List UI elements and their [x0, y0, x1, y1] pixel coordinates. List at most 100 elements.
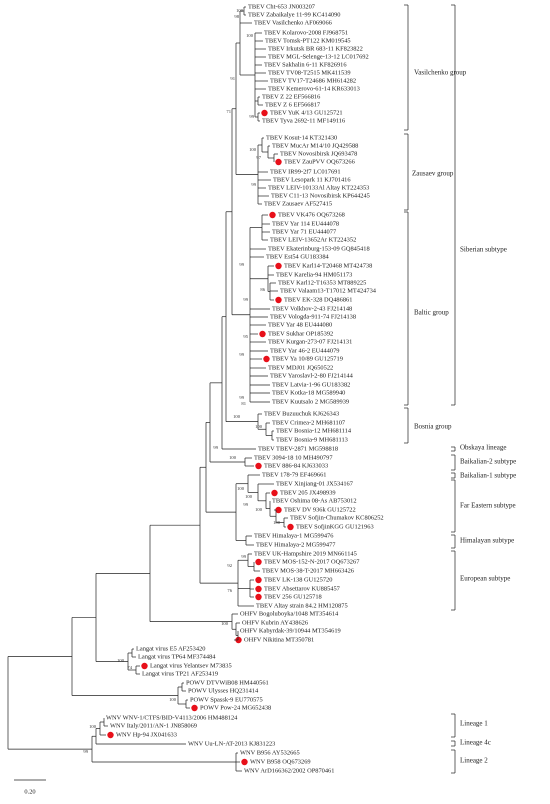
- group-label: Lineage 4c: [460, 739, 491, 747]
- group-label: Himalayan subtype: [460, 537, 514, 545]
- bootstrap-value: 99: [241, 554, 246, 559]
- leaf-label: TBEV Kolarovo-2008 FJ968751: [264, 29, 348, 36]
- marker-dot: [255, 593, 262, 601]
- leaf-label: TBEV YuK 4/13 GU125721: [270, 109, 343, 116]
- leaf-label: OHFV Nikitina MT350781: [244, 636, 314, 643]
- group-label: Bosnia group: [414, 423, 452, 431]
- marker-dot: [261, 109, 268, 117]
- leaf-label: TBEV Himalaya-1 MG599476: [254, 532, 333, 539]
- group-label: Baltic group: [414, 309, 449, 317]
- leaf-label: TBEV MOS-38-T-2017 MH663426: [262, 567, 354, 574]
- marker-dot: [241, 758, 248, 766]
- marker-dot: [255, 462, 262, 470]
- group-label: Baikalian-1 subtype: [460, 472, 516, 480]
- leaf-label: TBEV Himalaya-2 MG599477: [256, 541, 336, 548]
- bootstrap-value: 99: [239, 395, 244, 400]
- bootstrap-value: 100: [245, 494, 253, 499]
- leaf-label: TBEV MGL-Selenge-13-12 LC017692: [268, 53, 369, 60]
- leaf-label: TBEV Tomsk-PT122 KM019545: [265, 37, 351, 44]
- leaf-label: TBEV Kurgan-273-07 FJ214131: [268, 338, 352, 345]
- bootstrap-value: 99: [243, 297, 248, 302]
- leaf-label: POWV Ulysses HQ231414: [188, 687, 259, 694]
- leaf-label: POWV Spassk-9 EU770575: [190, 696, 263, 703]
- leaf-label: Langat virus Yelantsev M73835: [150, 662, 232, 669]
- group-label: Far Eastern subtype: [460, 502, 516, 510]
- leaf-label: TBEV Latvia-1-96 GU183382: [272, 381, 350, 388]
- bootstrap-value: 97: [256, 155, 261, 160]
- leaf-label: TBEV Karl12-T16353 MT889225: [278, 279, 366, 286]
- leaf-label: TBEV MOS-152-N-2017 OQ673267: [264, 558, 360, 565]
- group-label: Siberian subtype: [460, 246, 507, 254]
- leaf-label: TBEV DV 936k GU125722: [284, 506, 356, 513]
- leaf-label: TBEV Absettarov KU885457: [264, 585, 341, 592]
- bootstrap-value: 100: [249, 147, 257, 152]
- bootstrap-value: 95: [243, 334, 248, 339]
- leaf-label: TBEV VK476 OQ673268: [278, 211, 345, 218]
- bootstrap-value: 99: [239, 262, 244, 267]
- leaf-label: TBEV 178-79 EF469661: [262, 471, 327, 478]
- bootstrap-value: 92: [227, 563, 232, 568]
- leaf-label: TBEV LK-138 GU125720: [264, 576, 332, 583]
- bootstrap-value: 76: [227, 588, 232, 593]
- leaf-label: TBEV 256 GU125718: [264, 593, 322, 600]
- leaf-label: TBEV Bosnia-9 MH681113: [276, 436, 348, 443]
- leaf-label: TBEV Zausaev AF527415: [264, 200, 332, 207]
- marker-dot: [263, 355, 270, 363]
- bootstrap-value: 100: [169, 697, 177, 702]
- leaf-label: Langat virus E5 AF253420: [136, 645, 205, 652]
- leaf-label: TBEV LEIV-13652Ar KT224352: [270, 236, 356, 243]
- leaf-label: TBEV Z 6 EF566817: [265, 101, 321, 108]
- leaf-label: TBEV Xinjiang-01 JX534167: [276, 480, 354, 487]
- leaf-label: TBEV Sakhalin 6-11 KF826916: [264, 61, 347, 68]
- leaf-label: TBEV Novosibirsk JQ693478: [280, 150, 357, 157]
- leaf-label: TBEV TV17-T24686 MH614282: [270, 77, 356, 84]
- group-label: Obskaya lineage: [460, 444, 506, 452]
- bootstrap-value: 99: [243, 502, 248, 507]
- bootstrap-value: 98: [234, 14, 239, 19]
- marker-dot: [275, 262, 282, 270]
- leaf-label: TBEV Yaroslavl-2-80 FJ214144: [270, 372, 354, 379]
- leaf-label: OHFV Kubrin AY438626: [242, 619, 308, 626]
- leaf-label: WNV Uu-LN-AT-2013 KJ831223: [188, 740, 275, 747]
- leaf-label: TBEV Valaam13-T17012 MT424734: [280, 287, 377, 294]
- group-label: Vasilchenko group: [414, 69, 467, 77]
- leaf-label: WNV ArD166362/2002 OP870461: [244, 767, 334, 774]
- leaf-label: TBEV Irkutsk BR 683-11 KF823822: [268, 45, 363, 52]
- bootstrap-value: 99: [213, 445, 218, 450]
- marker-dot: [271, 489, 278, 497]
- leaf-label: OHFV Bogoluboyka/1048 MT354614: [240, 610, 339, 617]
- leaf-label: TBEV Sukhar OP185392: [268, 330, 333, 337]
- leaf-label: TBEV Kotka-18 MG589940: [272, 389, 345, 396]
- leaf-label: TBEV Karl14-T20468 MT424738: [284, 262, 372, 269]
- leaf-label: TBEV C11-13 Novosibirsk KP644245: [271, 192, 370, 199]
- leaf-label: TBEV Lesopark 11 KJ701416: [273, 176, 351, 183]
- marker-dot: [275, 506, 282, 514]
- bootstrap-value: 100: [273, 520, 281, 525]
- marker-dot: [287, 523, 294, 531]
- leaf-label: TBEV SofjinKGG GU121963: [296, 523, 374, 530]
- group-label: Zausaev group: [412, 170, 454, 178]
- bootstrap-value: 100: [246, 33, 254, 38]
- marker-dot: [255, 576, 262, 584]
- marker-dot: [235, 636, 242, 644]
- marker-dot: [141, 662, 148, 670]
- leaf-label: TBEV Altay strain 84.2 HM120875: [256, 602, 348, 609]
- leaf-label: TBEV MDJ01 JQ650522: [268, 364, 333, 371]
- marker-dot: [255, 558, 262, 566]
- leaf-label: POWV DTVWiB08 HM440561: [186, 679, 269, 686]
- leaf-label: TBEV Vologda-911-74 FJ214138: [270, 313, 356, 320]
- leaf-label: TBEV IR99-2f7 LC017691: [270, 168, 341, 175]
- leaf-label: TBEV 3094-18 10 MH490797: [254, 454, 333, 461]
- leaf-label: TBEV MucAr M14/10 JQ429588: [272, 142, 358, 149]
- leaf-label: WNV Italy/2011/AN-1 JN858069: [110, 722, 197, 729]
- leaf-label: WNV WNV-1/CTFS/BID-V4113/2006 HM488124: [106, 714, 238, 721]
- leaf-label: TBEV Zabaikalye 11-99 KC414090: [248, 11, 340, 18]
- bootstrap-value: 100: [229, 455, 237, 460]
- bootstrap-value: 100: [89, 724, 97, 729]
- leaf-label: TBEV EK-328 DQ486861: [284, 296, 352, 303]
- scale-label: 0.20: [24, 788, 35, 795]
- leaf-label: TBEV UK-Hampshire 2019 MN661145: [254, 550, 357, 557]
- bootstrap-value: 100: [236, 8, 244, 13]
